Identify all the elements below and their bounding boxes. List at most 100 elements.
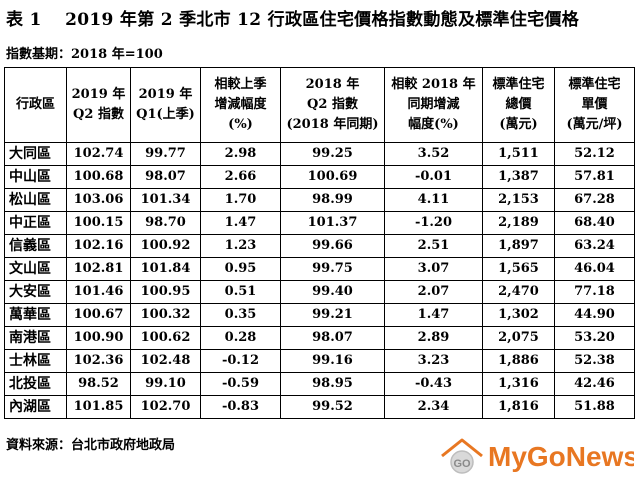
mygonews-logo: GO MyGoNews [441,438,634,474]
value-cell: 98.52 [66,372,131,396]
value-cell: 1,816 [482,395,555,419]
district-name-cell: 文山區 [4,257,67,281]
value-cell: 102.74 [66,142,131,166]
district-name-cell: 中山區 [4,165,67,189]
table-row: 文山區 102.81 101.84 0.95 99.75 3.07 1,565 46.04 [4,257,635,281]
district-name-cell: 萬華區 [4,303,67,327]
value-cell: 98.07 [130,165,201,189]
column-header-line: 2018 年 [305,77,360,92]
value-cell: 99.66 [280,234,385,258]
value-cell: 1,511 [482,142,555,166]
value-cell: 101.84 [130,257,201,281]
district-name-cell: 士林區 [4,349,67,373]
value-cell: 101.46 [66,280,131,304]
value-cell: 2.89 [384,326,483,350]
column-header: 標準住宅 單價 (萬元/坪) [554,67,635,143]
value-cell: 100.92 [130,234,201,258]
value-cell: 2.51 [384,234,483,258]
column-header-line: 增減幅度 [214,97,267,112]
value-cell: 52.38 [554,349,635,373]
table-row: 信義區 102.16 100.92 1.23 99.66 2.51 1,897 63.24 [4,234,635,258]
value-cell: 100.68 [66,165,131,189]
value-cell: -0.43 [384,372,483,396]
value-cell: 100.15 [66,211,131,235]
value-cell: 46.04 [554,257,635,281]
price-index-table: 行政區 2019 年 Q2 指數 2019 年 Q1(上季) 相較上季 增減幅度 (%) 201… [4,67,635,419]
house-emblem-icon: GO [441,438,483,474]
table-row: 中正區 100.15 98.70 1.47 101.37 -1.20 2,189 68.40 [4,211,635,235]
value-cell: 100.95 [130,280,201,304]
value-cell: 0.95 [200,257,281,281]
table-row: 大安區 101.46 100.95 0.51 99.40 2.07 2,470 77.18 [4,280,635,304]
value-cell: 98.95 [280,372,385,396]
value-cell: 1,387 [482,165,555,189]
column-header-line: (萬元) [499,117,538,132]
column-header-line: Q2 指數 [307,97,358,112]
value-cell: 101.34 [130,188,201,212]
value-cell: 1,886 [482,349,555,373]
value-cell: 3.23 [384,349,483,373]
value-cell: 0.35 [200,303,281,327]
column-header-line: 2019 年 [71,87,126,102]
value-cell: 2.34 [384,395,483,419]
value-cell: 1.47 [200,211,281,235]
table-row: 松山區 103.06 101.34 1.70 98.99 4.11 2,153 67.28 [4,188,635,212]
value-cell: 99.16 [280,349,385,373]
brand-name: MyGoNews [488,441,634,472]
district-name-cell: 中正區 [4,211,67,235]
value-cell: 0.51 [200,280,281,304]
value-cell: 99.75 [280,257,385,281]
column-header-line: (2018 年同期) [286,117,379,132]
column-header-line: 相較 2018 年 [391,77,476,92]
value-cell: 3.52 [384,142,483,166]
value-cell: 2,189 [482,211,555,235]
value-cell: -0.59 [200,372,281,396]
column-header: 標準住宅 總價 (萬元) [482,67,555,143]
data-source-note: 資料來源：台北市政府地政局 [6,438,176,453]
value-cell: 99.77 [130,142,201,166]
column-header: 相較 2018 年同期增減 幅度(%) [384,67,483,143]
value-cell: 1,302 [482,303,555,327]
district-name-cell: 大安區 [4,280,67,304]
value-cell: 100.62 [130,326,201,350]
value-cell: 100.67 [66,303,131,327]
value-cell: 68.40 [554,211,635,235]
value-cell: 102.36 [66,349,131,373]
table-row: 南港區 100.90 100.62 0.28 98.07 2.89 2,075 53.20 [4,326,635,350]
value-cell: 98.70 [130,211,201,235]
value-cell: 2,153 [482,188,555,212]
value-cell: 2.98 [200,142,281,166]
value-cell: 77.18 [554,280,635,304]
column-header-line: 單價 [581,97,608,112]
table-row: 北投區 98.52 99.10 -0.59 98.95 -0.43 1,316 42.46 [4,372,635,396]
value-cell: 42.46 [554,372,635,396]
column-header-line: (%) [228,117,253,132]
value-cell: -0.83 [200,395,281,419]
district-name-cell: 南港區 [4,326,67,350]
value-cell: 1.70 [200,188,281,212]
value-cell: -0.01 [384,165,483,189]
value-cell: 52.12 [554,142,635,166]
value-cell: 1,897 [482,234,555,258]
column-header-line: Q2 指數 [73,107,124,122]
table-row: 大同區 102.74 99.77 2.98 99.25 3.52 1,511 52.12 [4,142,635,166]
value-cell: 100.90 [66,326,131,350]
value-cell: 101.37 [280,211,385,235]
value-cell: 57.81 [554,165,635,189]
table-row: 萬華區 100.67 100.32 0.35 99.21 1.47 1,302 44.90 [4,303,635,327]
district-name-cell: 大同區 [4,142,67,166]
value-cell: 98.07 [280,326,385,350]
column-header-line: 總價 [505,97,532,112]
value-cell: 99.40 [280,280,385,304]
table-row: 中山區 100.68 98.07 2.66 100.69 -0.01 1,387 57.81 [4,165,635,189]
district-name-cell: 松山區 [4,188,67,212]
value-cell: 102.48 [130,349,201,373]
value-cell: 102.16 [66,234,131,258]
value-cell: 1.23 [200,234,281,258]
value-cell: 1,316 [482,372,555,396]
value-cell: 102.81 [66,257,131,281]
table-row: 士林區 102.36 102.48 -0.12 99.16 3.23 1,886 52.38 [4,349,635,373]
value-cell: -0.12 [200,349,281,373]
value-cell: 53.20 [554,326,635,350]
value-cell: -1.20 [384,211,483,235]
